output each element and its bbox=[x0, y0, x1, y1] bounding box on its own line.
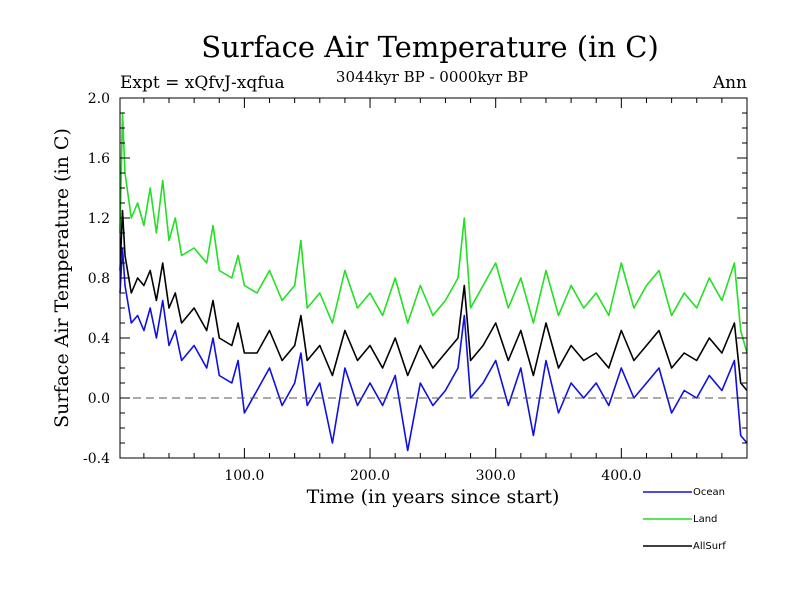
x-tick-label: 300.0 bbox=[476, 468, 516, 484]
data-series-group bbox=[119, 112, 748, 452]
experiment-label: Expt = xQfvJ-xqfua bbox=[120, 73, 285, 93]
y-axis-title: Surface Air Temperature (in C) bbox=[51, 128, 73, 428]
x-axis-title: Time (in years since start) bbox=[307, 486, 560, 508]
season-label: Ann bbox=[712, 73, 747, 93]
y-tick-label: 0.0 bbox=[88, 391, 110, 407]
y-tick-label: 0.8 bbox=[88, 271, 110, 287]
y-tick-label: -0.4 bbox=[83, 451, 110, 467]
y-tick-label: 1.6 bbox=[88, 151, 110, 167]
x-axis-ticks bbox=[143, 98, 723, 458]
x-tick-label: 400.0 bbox=[601, 468, 641, 484]
y-axis-ticks bbox=[120, 97, 747, 459]
series-line-ocean bbox=[119, 247, 748, 452]
series-line-land bbox=[119, 112, 748, 354]
legend-label-ocean: Ocean bbox=[693, 487, 725, 498]
series-line-allsurf bbox=[119, 209, 748, 392]
y-tick-label: 1.2 bbox=[88, 211, 110, 227]
x-tick-label: 200.0 bbox=[350, 468, 390, 484]
legend-label-land: Land bbox=[693, 514, 717, 525]
x-tick-label: 100.0 bbox=[224, 468, 264, 484]
y-axis-tick-labels: -0.4 0.0 0.4 0.8 1.2 1.6 2.0 bbox=[83, 91, 110, 467]
chart-title: Surface Air Temperature (in C) bbox=[201, 30, 659, 64]
x-axis-tick-labels: 100.0 200.0 300.0 400.0 bbox=[224, 468, 641, 484]
chart-subtitle: 3044kyr BP - 0000kyr BP bbox=[336, 68, 528, 86]
legend: Ocean Land AllSurf bbox=[643, 487, 726, 552]
legend-label-allsurf: AllSurf bbox=[693, 541, 726, 552]
y-tick-label: 0.4 bbox=[88, 331, 110, 347]
y-tick-label: 2.0 bbox=[88, 91, 110, 107]
